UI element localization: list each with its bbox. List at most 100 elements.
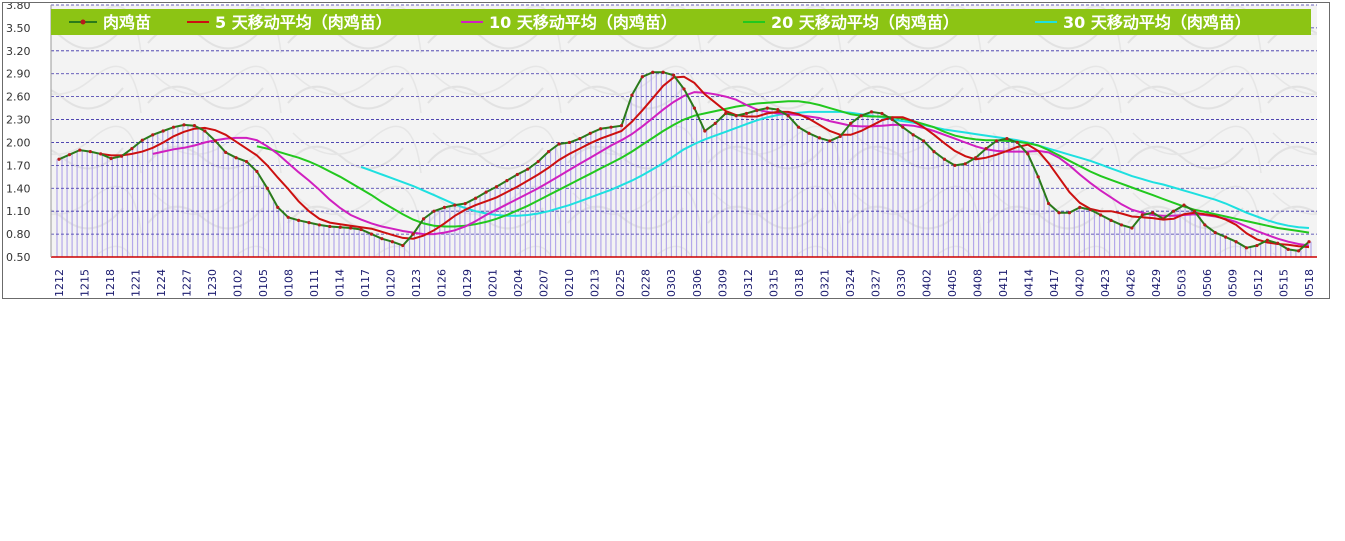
data-point <box>244 159 249 164</box>
data-point <box>974 156 978 160</box>
data-point <box>1067 211 1072 215</box>
x-tick-label: 0321 <box>818 269 831 297</box>
data-point <box>713 121 717 125</box>
x-tick-label: 0111 <box>308 269 321 297</box>
data-point <box>1171 209 1176 213</box>
data-point <box>1046 201 1051 206</box>
data-point <box>421 217 426 221</box>
x-tick-label: 0515 <box>1277 269 1290 297</box>
data-point <box>880 111 884 116</box>
data-point <box>953 163 957 167</box>
data-point <box>151 133 155 137</box>
data-point <box>57 157 61 161</box>
x-tick-label: 1230 <box>206 269 219 297</box>
data-point <box>119 154 124 158</box>
data-point <box>838 134 842 138</box>
y-tick-label: 1.40 <box>6 182 31 195</box>
data-point <box>567 140 572 145</box>
x-tick-label: 0213 <box>589 269 602 297</box>
data-point <box>401 243 405 248</box>
x-tick-label: 0210 <box>563 269 576 297</box>
data-point <box>442 205 447 209</box>
data-point <box>1286 247 1290 251</box>
x-tick-label: 0411 <box>997 269 1010 297</box>
data-point <box>546 150 551 154</box>
x-tick-label: 0225 <box>614 269 627 297</box>
y-tick-label: 3.20 <box>6 45 31 58</box>
series-line <box>152 91 1310 247</box>
data-point <box>1036 175 1040 179</box>
data-point <box>1140 213 1144 217</box>
data-point <box>1224 235 1228 239</box>
data-point <box>630 93 634 97</box>
data-point <box>786 114 790 118</box>
legend-background <box>51 9 1311 35</box>
x-tick-label: 0306 <box>691 269 704 297</box>
data-point <box>1099 213 1103 217</box>
data-point <box>1244 246 1249 250</box>
data-point <box>817 136 822 140</box>
data-point <box>640 75 644 79</box>
y-tick-label: 2.00 <box>6 136 31 149</box>
data-point <box>109 156 113 161</box>
data-point <box>557 142 561 146</box>
x-tick-label: 1218 <box>104 269 117 297</box>
data-point <box>703 129 707 133</box>
x-tick-label: 0518 <box>1303 269 1316 297</box>
data-point <box>1161 217 1165 221</box>
data-point <box>1203 223 1207 227</box>
x-tick-label: 0228 <box>640 269 653 297</box>
y-tick-label: 2.30 <box>6 114 31 127</box>
data-point <box>744 111 749 116</box>
x-tick-label: 0318 <box>793 269 806 297</box>
data-point <box>1234 240 1238 244</box>
x-tick-label: 0315 <box>767 269 780 297</box>
data-point <box>869 110 874 114</box>
y-axis: 3.80 3.50 3.20 2.90 2.60 2.30 2.00 1.70 1.40 1.10… <box>6 3 31 264</box>
legend-label: 30 天移动平均（肉鸡苗） <box>1063 13 1251 32</box>
x-tick-label: 0123 <box>410 269 423 297</box>
x-tick-label: 0327 <box>869 269 882 297</box>
data-point <box>682 87 686 91</box>
data-point <box>1296 249 1301 253</box>
data-point <box>1213 230 1217 235</box>
data-point <box>265 186 269 190</box>
y-tick-label: 3.50 <box>6 22 31 35</box>
data-point <box>276 205 280 209</box>
data-point <box>1151 211 1155 215</box>
data-point <box>807 131 811 135</box>
series-line <box>256 100 1310 234</box>
x-tick-label: 1221 <box>130 269 143 297</box>
data-point <box>828 139 832 143</box>
data-point <box>890 117 894 122</box>
x-tick-label: 0423 <box>1099 269 1112 297</box>
data-point <box>411 232 415 236</box>
data-point <box>78 148 82 152</box>
data-point <box>1255 243 1259 248</box>
data-point <box>140 138 144 142</box>
legend-label: 20 天移动平均（肉鸡苗） <box>771 13 959 32</box>
data-point <box>765 106 769 110</box>
line-chart: 3.80 3.50 3.20 2.90 2.60 2.30 2.00 1.70 1.40 1.10… <box>6 3 1317 297</box>
x-tick-label: 0509 <box>1226 269 1239 297</box>
data-point <box>463 201 467 206</box>
data-point <box>588 131 592 135</box>
data-point <box>755 108 759 112</box>
data-point <box>796 125 801 129</box>
data-point <box>692 106 697 110</box>
data-point <box>1276 241 1280 245</box>
data-point <box>609 125 613 129</box>
data-point <box>1265 238 1269 242</box>
data-point <box>1026 152 1030 156</box>
data-point <box>1130 226 1134 230</box>
data-point <box>474 196 478 200</box>
data-point <box>380 237 384 241</box>
plot-area <box>51 5 1317 257</box>
y-tick-label: 1.70 <box>6 159 31 172</box>
data-point <box>390 240 394 244</box>
x-tick-label: 0426 <box>1124 269 1137 297</box>
x-tick-label: 0402 <box>920 269 933 297</box>
data-point <box>494 185 499 189</box>
data-point <box>942 157 947 161</box>
data-point <box>349 226 353 230</box>
